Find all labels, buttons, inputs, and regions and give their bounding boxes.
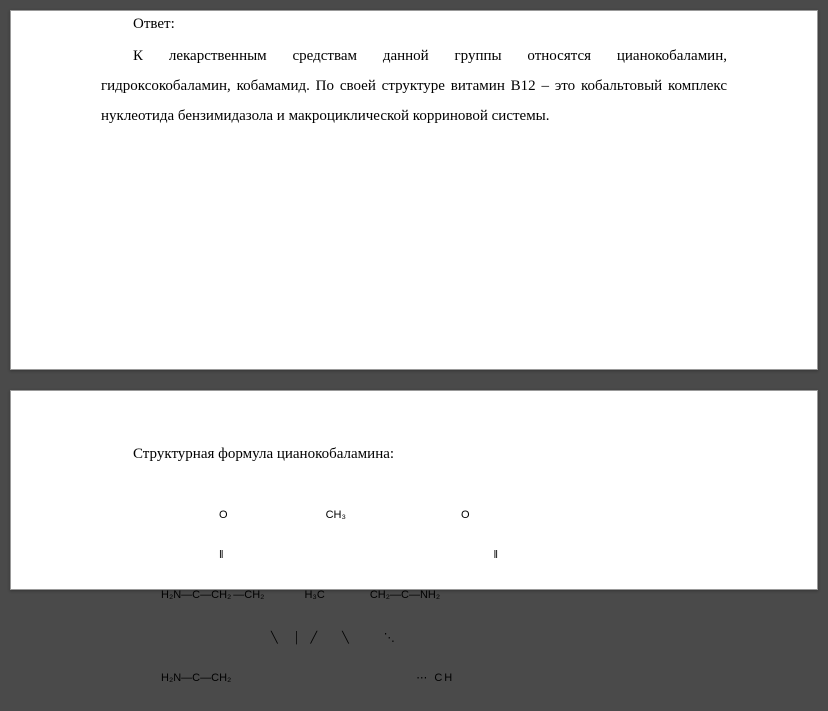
chem-bond: — (181, 589, 192, 602)
chem-bond-2: — (200, 589, 211, 602)
chem-double-bond: ‖ (219, 549, 224, 562)
chem-nh2: NH₂ (420, 589, 440, 602)
chem-row-4: ╲ │ ╱ ╲ ⋱ (161, 632, 727, 645)
chem-bond-6: — (181, 672, 192, 685)
chem-ch2: CH₂ (211, 589, 231, 602)
chemical-structure-diagram: O CH₃ O ‖ ‖ H₂N — C — CH₂ — CH₂ H₃C CH₂ … (161, 483, 727, 711)
chem-double-bond-2: ‖ (494, 549, 499, 562)
document-page-2: Структурная формула цианокобаламина: O C… (10, 390, 818, 590)
chem-dash: ╲ (271, 632, 279, 645)
chem-backslash: ╲ (342, 632, 349, 645)
chem-bond-4: — (390, 589, 401, 602)
chem-h3c: H₃C (304, 589, 324, 602)
answer-label: Ответ: (101, 16, 727, 33)
body-paragraph: К лекарственным средствам данной группы … (101, 41, 727, 131)
chem-bond-7: — (200, 672, 211, 685)
chem-bond-3: — (233, 589, 244, 602)
chem-ch2-2: CH₂ (244, 589, 264, 602)
chem-ch2-3: CH₂ (370, 589, 390, 602)
chem-h2n-2: H₂N (161, 672, 181, 685)
chem-row-1: O CH₃ O (161, 509, 727, 522)
chem-dotted: ⋱ (384, 632, 395, 645)
chem-h2n: H₂N (161, 589, 181, 602)
chem-vert: │ (294, 632, 301, 645)
chem-row-5: H₂N — C — CH₂ ⋯ CH (161, 672, 727, 685)
document-page-1: Ответ: К лекарственным средствам данной … (10, 10, 818, 370)
chem-c: C (192, 589, 200, 602)
chem-row-3: H₂N — C — CH₂ — CH₂ H₃C CH₂ — C — NH₂ (161, 589, 727, 602)
chem-c-2: C (401, 589, 409, 602)
chem-oxygen-2: O (461, 509, 470, 522)
chem-dotted-bond: ⋯ CH (416, 672, 454, 685)
chem-ch2-4: CH₂ (211, 672, 231, 685)
chem-oxygen: O (219, 509, 228, 522)
chem-c-3: C (192, 672, 200, 685)
chem-row-2: ‖ ‖ (161, 549, 727, 562)
chem-slash: ╱ (311, 632, 318, 645)
chem-ch3: CH₃ (326, 509, 346, 522)
chem-bond-5: — (409, 589, 420, 602)
formula-label: Структурная формула цианокобаламина: (101, 446, 727, 463)
